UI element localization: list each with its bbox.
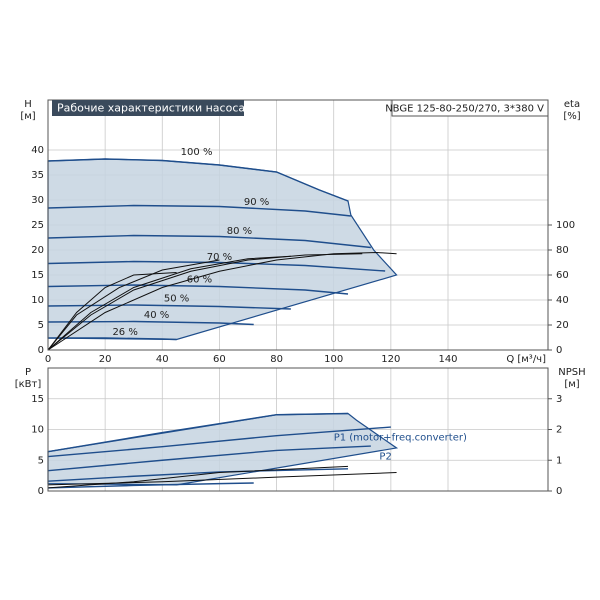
y-tick-label: 20 [31,245,44,256]
secondary-curve [47,253,363,351]
y-tick-label: 15 [31,270,44,281]
y2-axis-label: NPSH [558,367,585,378]
chart-subtitle: NBGE 125-80-250/270, 3*380 V [385,104,544,115]
curve [47,234,371,249]
x-tick-label: 120 [381,354,400,365]
x-tick-label: 0 [45,354,51,365]
y-axis-label: [м] [20,111,35,122]
y2-tick-label: 2 [556,425,562,436]
curve [47,426,391,458]
y-tick-label: 10 [31,425,44,436]
curve [47,158,349,202]
y-tick-label: 15 [31,394,44,405]
y-tick-label: 5 [38,455,44,466]
y-tick-label: 0 [38,486,44,497]
chart-title: Рабочие характеристики насоса [57,102,245,115]
x-axis-label: Q [м³/ч] [506,354,546,365]
y2-tick-label: 60 [556,270,569,281]
x-tick-label: 20 [99,354,112,365]
annotation: P1 (motor+freq.converter) [334,432,467,443]
curve-label: 60 % [187,275,212,286]
y-axis-label: [кВт] [15,379,42,390]
secondary-curve [47,251,397,351]
curve-label: 100 % [181,147,213,158]
annotation: P2 [379,452,391,463]
y-tick-label: 30 [31,195,44,206]
x-tick-label: 60 [213,354,226,365]
secondary-curve [47,472,397,486]
x-tick-label: 80 [270,354,283,365]
y2-axis-label: [м] [564,379,579,390]
y2-tick-label: 80 [556,245,569,256]
y2-tick-label: 1 [556,455,562,466]
y-axis-label: H [24,99,32,110]
curve-label: 80 % [227,226,252,237]
y2-tick-label: 0 [556,345,562,356]
y-tick-label: 25 [31,220,44,231]
curve [47,284,349,295]
y-tick-label: 40 [31,145,44,156]
x-tick-label: 140 [438,354,457,365]
curve [47,204,351,217]
model-box [391,99,549,117]
plot-frame [47,367,549,492]
y-tick-label: 10 [31,295,44,306]
plot-frame [47,99,549,351]
y2-axis-label: [%] [563,111,580,122]
secondary-curve [47,272,177,351]
y-tick-label: 35 [31,170,44,181]
curve [47,412,349,453]
curve [47,445,371,472]
curve [47,260,386,272]
curve [48,337,177,341]
x-tick-label: 100 [324,354,343,365]
y-axis-label: P [25,367,31,378]
y2-tick-label: 0 [556,486,562,497]
curve [47,482,254,489]
curve-label: 70 % [207,252,232,263]
title-box [52,100,244,116]
y-tick-label: 0 [38,345,44,356]
x-tick-label: 40 [156,354,169,365]
curve-label: 26 % [112,327,137,338]
y-tick-label: 5 [38,320,44,331]
y2-tick-label: 40 [556,295,569,306]
curve-label: 90 % [244,197,269,208]
curve-label: 50 % [164,294,189,305]
curve [47,468,349,482]
secondary-curve [47,255,291,351]
y2-tick-label: 3 [556,394,562,405]
y2-tick-label: 100 [556,220,575,231]
secondary-curve [47,465,349,489]
y2-axis-label: eta [564,99,580,110]
curve-label: 40 % [144,310,169,321]
y2-tick-label: 20 [556,320,569,331]
secondary-curve [47,259,220,351]
